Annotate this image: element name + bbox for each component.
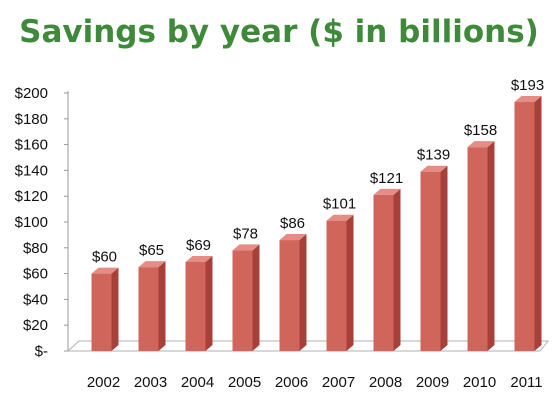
bar-front xyxy=(326,220,347,351)
bar-2005: $78 xyxy=(232,225,260,351)
x-tick-label: 2005 xyxy=(228,374,261,391)
x-tick-label: 2011 xyxy=(510,374,542,391)
bar-front xyxy=(91,273,112,351)
bar-2006: $86 xyxy=(279,215,307,351)
x-tick-label: 2009 xyxy=(416,374,449,391)
x-tick-label: 2010 xyxy=(463,374,496,391)
bar-front xyxy=(232,250,253,351)
y-tick-label: $120 xyxy=(15,188,48,205)
bar-top xyxy=(138,261,166,268)
bar-side xyxy=(393,188,401,351)
bar-side xyxy=(111,267,119,351)
x-tick-label: 2007 xyxy=(322,374,355,391)
bar-side xyxy=(346,214,354,351)
bar-value-label: $193 xyxy=(511,77,544,94)
x-tick-label: 2008 xyxy=(369,374,402,391)
bar-2002: $60 xyxy=(91,249,119,351)
bar-top xyxy=(279,234,307,241)
y-tick-label: $140 xyxy=(15,162,48,179)
y-tick-label: $80 xyxy=(23,240,48,257)
y-tick-label: $200 xyxy=(15,85,48,102)
bar-2011: $193 xyxy=(511,77,544,351)
y-axis-tick-labels: $- $20 $40 $60 $80 $100 $120 $140 $160 $180 $200 xyxy=(15,85,68,360)
bar-value-label: $60 xyxy=(92,249,117,266)
bar-value-label: $86 xyxy=(280,215,305,232)
bar-side xyxy=(440,165,448,351)
bar-front xyxy=(514,102,535,351)
bar-top xyxy=(91,267,119,274)
bar-value-label: $101 xyxy=(323,196,356,213)
y-tick-label: $60 xyxy=(23,266,48,283)
y-tick-label: $180 xyxy=(15,111,48,128)
bar-front xyxy=(467,147,488,351)
x-tick-label: 2003 xyxy=(134,374,167,391)
bar-top xyxy=(232,244,260,251)
bar-front xyxy=(420,171,441,351)
bar-2009: $139 xyxy=(417,147,450,351)
bar-top xyxy=(185,255,213,262)
x-tick-label: 2004 xyxy=(181,374,214,391)
bar-side xyxy=(487,141,495,351)
y-tick-label: $40 xyxy=(23,291,48,308)
bar-value-label: $69 xyxy=(186,237,211,254)
bar-front xyxy=(138,267,159,351)
bar-2007: $101 xyxy=(323,196,356,351)
y-tick-label: $- xyxy=(35,343,48,360)
bar-value-label: $78 xyxy=(233,225,258,242)
y-tick-label: $160 xyxy=(15,137,48,154)
bar-front xyxy=(373,194,394,351)
bar-side xyxy=(252,244,260,351)
bar-side xyxy=(534,96,542,351)
bar-2010: $158 xyxy=(464,122,497,351)
bar-side xyxy=(158,261,166,351)
bar-value-label: $139 xyxy=(417,147,450,164)
bar-2003: $65 xyxy=(138,242,166,351)
bar-value-label: $121 xyxy=(370,170,403,187)
bar-top xyxy=(326,214,354,221)
bars: $60 $65 $69 $78 $86 $101 $121 $139 $158 $193 xyxy=(91,77,544,351)
y-tick-label: $100 xyxy=(15,214,48,231)
x-axis-tick-labels: 2002 2003 2004 2005 2006 2007 2008 2009 2010 2011 xyxy=(87,374,543,391)
chart-title: Savings by year ($ in billions) xyxy=(19,14,539,50)
bar-top xyxy=(514,96,542,103)
bar-2004: $69 xyxy=(185,237,213,351)
bar-side xyxy=(205,255,213,351)
y-tick-label: $20 xyxy=(23,317,48,334)
x-tick-label: 2002 xyxy=(87,374,120,391)
bar-top xyxy=(373,188,401,195)
bar-front xyxy=(279,240,300,351)
bar-value-label: $65 xyxy=(139,242,164,259)
bar-side xyxy=(299,234,307,351)
bar-top xyxy=(467,141,495,148)
bar-front xyxy=(185,261,206,351)
bar-value-label: $158 xyxy=(464,122,497,139)
bar-top xyxy=(420,165,448,172)
x-tick-label: 2006 xyxy=(275,374,308,391)
bar-2008: $121 xyxy=(370,170,403,351)
